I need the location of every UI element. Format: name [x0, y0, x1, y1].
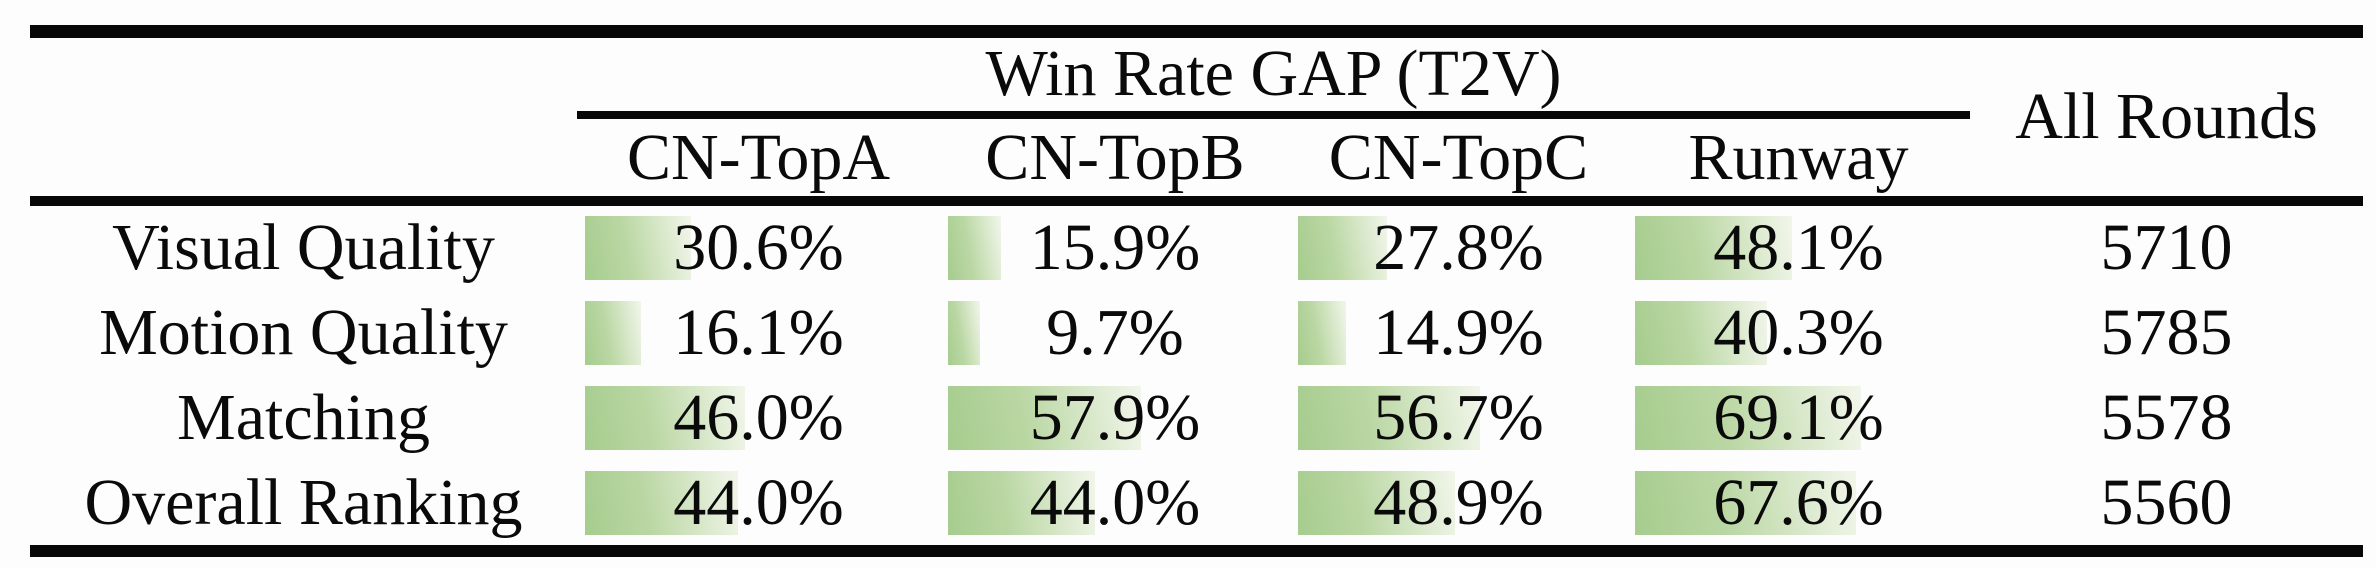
win-rate-bar	[948, 301, 981, 366]
win-rate-value: 67.6%	[1713, 465, 1884, 539]
win-rate-value: 44.0%	[1029, 465, 1201, 539]
win-rate-bar	[585, 216, 692, 281]
win-rate-value: 48.9%	[1373, 465, 1544, 539]
bar-track: 15.9%	[948, 211, 1282, 285]
win-rate-value: 16.1%	[673, 296, 844, 370]
bar-track: 57.9%	[948, 380, 1282, 454]
all-rounds-value: 5785	[2100, 296, 2233, 370]
win-rate-cell: 44.0%	[577, 460, 940, 545]
column-header-cn-topb: CN-TopB	[985, 120, 1245, 194]
win-rate-cell: 48.1%	[1627, 206, 1970, 291]
table-row-matching: Matching 46.0% 57.9% 56.7%	[30, 376, 2363, 461]
win-rate-bar	[585, 385, 745, 450]
win-rate-value: 46.0%	[673, 380, 844, 454]
win-rate-bar	[1635, 301, 1767, 366]
win-rate-cell: 30.6%	[577, 206, 940, 291]
column-header-runway: Runway	[1688, 120, 1909, 194]
win-rate-value: 15.9%	[1029, 211, 1201, 285]
win-rate-value: 56.7%	[1373, 380, 1544, 454]
win-rate-bar	[1298, 216, 1388, 281]
win-rate-bar	[585, 301, 641, 366]
row-label: Visual Quality	[112, 211, 495, 285]
win-rate-value: 14.9%	[1373, 296, 1544, 370]
win-rate-value: 44.0%	[673, 465, 844, 539]
win-rate-cell: 69.1%	[1627, 376, 1970, 461]
column-header-cn-topc: CN-TopC	[1328, 120, 1589, 194]
win-rate-cell: 15.9%	[940, 206, 1290, 291]
table-row-overall-ranking: Overall Ranking 44.0% 44.0% 48.9%	[30, 460, 2363, 545]
win-rate-cell: 40.3%	[1627, 291, 1970, 376]
bar-track: 44.0%	[948, 465, 1282, 539]
bar-track: 69.1%	[1635, 380, 1962, 454]
bar-track: 40.3%	[1635, 296, 1962, 370]
win-rate-cell: 46.0%	[577, 376, 940, 461]
win-rate-cell: 27.8%	[1290, 206, 1627, 291]
row-label: Overall Ranking	[84, 465, 523, 539]
win-rate-value: 57.9%	[1029, 380, 1201, 454]
win-rate-cell: 57.9%	[940, 376, 1290, 461]
win-rate-value: 30.6%	[673, 211, 844, 285]
header-rule	[30, 196, 2363, 206]
win-rate-value: 48.1%	[1713, 211, 1884, 285]
bottom-rule	[30, 545, 2363, 557]
win-rate-bar	[1635, 385, 1861, 450]
all-rounds-value: 5560	[2100, 465, 2233, 539]
win-rate-value: 69.1%	[1713, 380, 1884, 454]
table-body: Visual Quality 30.6% 15.9% 27.8%	[30, 206, 2363, 545]
bar-track: 44.0%	[585, 465, 932, 539]
group-header: Win Rate GAP (T2V)	[985, 36, 1562, 110]
win-rate-bar	[1298, 470, 1455, 535]
win-rate-cell: 14.9%	[1290, 291, 1627, 376]
top-rule	[30, 25, 2363, 38]
bar-track: 48.9%	[1298, 465, 1619, 539]
column-headers: CN-TopA CN-TopB CN-TopC Runway	[577, 119, 1970, 196]
win-rate-bar	[1298, 385, 1480, 450]
win-rate-value: 27.8%	[1373, 211, 1544, 285]
table-row-motion-quality: Motion Quality 16.1% 9.7% 14.9%	[30, 291, 2363, 376]
row-label: Motion Quality	[99, 296, 508, 370]
win-rate-value: 9.7%	[1046, 296, 1184, 370]
win-rate-value: 40.3%	[1713, 296, 1884, 370]
row-label: Matching	[177, 380, 430, 454]
win-rate-cell: 48.9%	[1290, 460, 1627, 545]
all-rounds-value: 5578	[2100, 380, 2233, 454]
win-rate-cell: 16.1%	[577, 291, 940, 376]
bar-track: 16.1%	[585, 296, 932, 370]
bar-track: 27.8%	[1298, 211, 1619, 285]
table-row-visual-quality: Visual Quality 30.6% 15.9% 27.8%	[30, 206, 2363, 291]
win-rate-cell: 44.0%	[940, 460, 1290, 545]
bar-track: 46.0%	[585, 380, 932, 454]
bar-track: 67.6%	[1635, 465, 1962, 539]
bar-track: 56.7%	[1298, 380, 1619, 454]
win-rate-cell: 67.6%	[1627, 460, 1970, 545]
win-rate-cell: 56.7%	[1290, 376, 1627, 461]
bar-track: 14.9%	[1298, 296, 1619, 370]
win-rate-bar	[1635, 216, 1793, 281]
all-rounds-value: 5710	[2100, 211, 2233, 285]
column-header-cn-topa: CN-TopA	[626, 120, 891, 194]
win-rate-bar	[948, 216, 1002, 281]
bar-track: 9.7%	[948, 296, 1282, 370]
all-rounds-header: All Rounds	[2015, 80, 2318, 153]
win-rate-bar	[948, 470, 1095, 535]
bar-track: 30.6%	[585, 211, 932, 285]
win-rate-bar	[948, 385, 1142, 450]
bar-track: 48.1%	[1635, 211, 1962, 285]
win-rate-bar	[1298, 301, 1346, 366]
win-rate-cell: 9.7%	[940, 291, 1290, 376]
win-rate-bar	[585, 470, 738, 535]
win-rate-bar	[1635, 470, 1857, 535]
group-header-underline	[577, 111, 1970, 119]
